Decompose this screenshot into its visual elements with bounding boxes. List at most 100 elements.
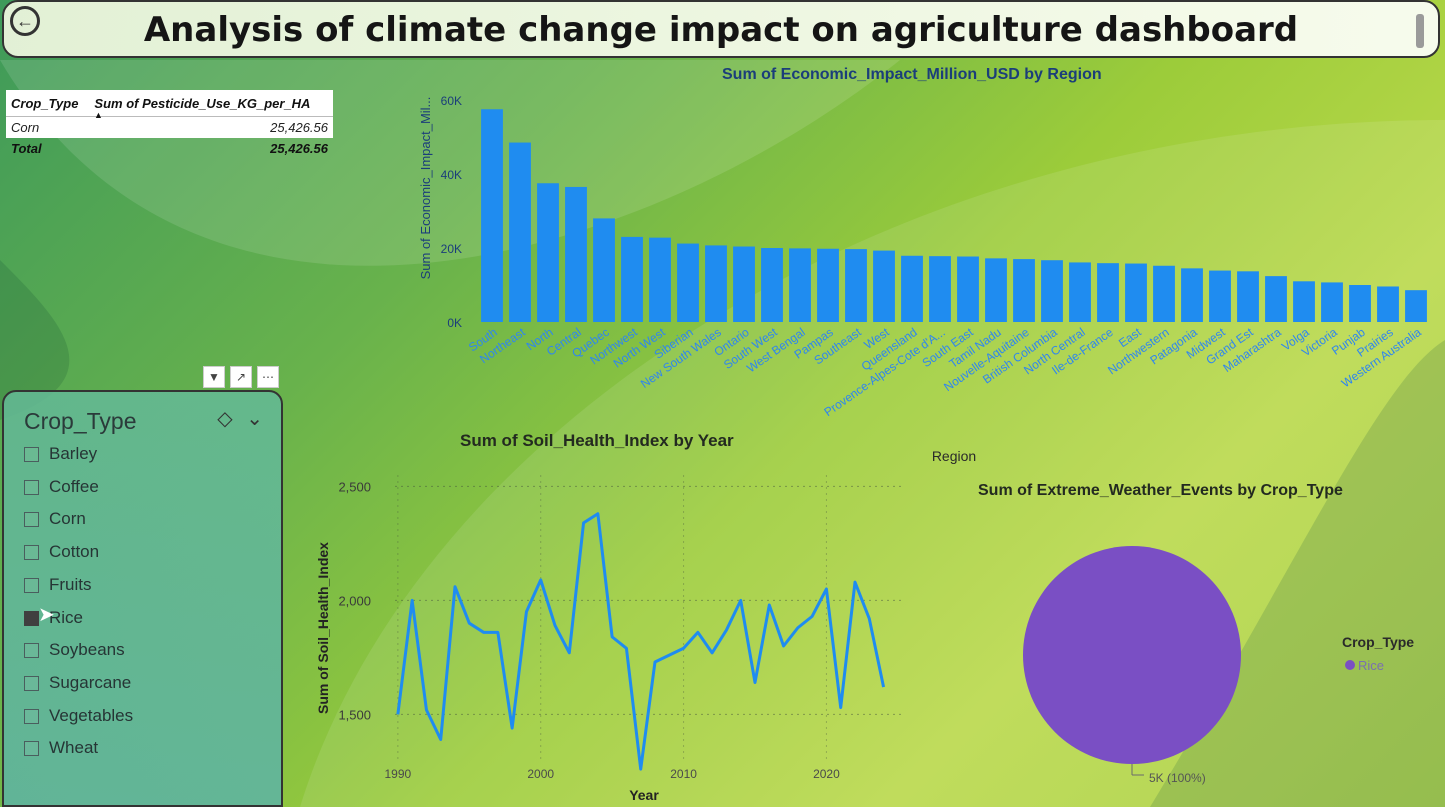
eraser-icon[interactable]: ◇	[217, 408, 233, 430]
bar-33[interactable]	[1405, 290, 1427, 322]
checkbox[interactable]	[24, 610, 39, 626]
line-y-tick: 2,000	[338, 593, 371, 608]
bar-12[interactable]	[817, 248, 839, 322]
slicer-item-label: Corn	[49, 509, 86, 529]
line-x-tick: 1990	[385, 767, 412, 781]
slicer-item-barley[interactable]: Barley	[24, 444, 97, 466]
bar-32[interactable]	[1377, 286, 1399, 322]
scroll-handle[interactable]	[1416, 14, 1424, 48]
slicer-item-cotton[interactable]: Cotton	[24, 542, 99, 564]
soil-health-line-chart: 1,500 2,000 2,500 1990 2000 2010 2020 Sum of So…	[315, 475, 905, 803]
bar-14[interactable]	[873, 250, 895, 322]
bar-y-tick: 20K	[441, 242, 462, 256]
slicer-item-rice[interactable]: Rice	[24, 608, 83, 630]
bar-23[interactable]	[1125, 263, 1147, 322]
slicer-item-corn[interactable]: Corn	[24, 509, 86, 531]
bar-28[interactable]	[1265, 276, 1287, 322]
line-series[interactable]	[396, 512, 886, 771]
slicer-item-label: Wheat	[49, 738, 99, 758]
table-total-value: 25,426.56	[270, 141, 328, 156]
chevron-down-icon[interactable]: ⌄	[246, 408, 263, 430]
bar-y-tick: 0K	[447, 316, 462, 330]
bar-9[interactable]	[733, 246, 755, 322]
arrow-left-icon: ←	[16, 11, 34, 31]
slicer-item-vegetables[interactable]: Vegetables	[24, 706, 133, 728]
checkbox[interactable]	[24, 512, 39, 528]
economic-impact-bar-chart: Sum of Economic_Impact_Mil... 0K 20K 40K 60K…	[418, 94, 1427, 464]
bar-21[interactable]	[1069, 262, 1091, 322]
checkbox[interactable]	[24, 741, 39, 757]
checkbox[interactable]	[24, 577, 39, 593]
checkbox[interactable]	[24, 643, 39, 659]
slicer-item-soybeans[interactable]: Soybeans	[24, 640, 125, 662]
pie-legend-item[interactable]: Rice	[1358, 658, 1384, 673]
bar-22[interactable]	[1097, 263, 1119, 322]
slicer-item-fruits[interactable]: Fruits	[24, 575, 92, 597]
bar-17[interactable]	[957, 256, 979, 322]
slicer-item-sugarcane[interactable]: Sugarcane	[24, 673, 131, 695]
page-title: Analysis of climate change impact on agr…	[143, 10, 1299, 50]
bar-26[interactable]	[1209, 270, 1231, 322]
pie-chart-title: Sum of Extreme_Weather_Events by Crop_Ty…	[978, 482, 1343, 499]
visual-toolbar: ▼ ↗ ⋯	[203, 366, 279, 388]
bar-24[interactable]	[1153, 265, 1175, 322]
back-button[interactable]: ←	[10, 6, 40, 36]
line-chart-title: Sum of Soil_Health_Index by Year	[460, 431, 734, 450]
focus-mode-icon[interactable]: ↗	[230, 366, 252, 388]
checkbox[interactable]	[24, 675, 39, 691]
title-bar: ← Analysis of climate change impact on a…	[2, 0, 1440, 58]
bar-19[interactable]	[1013, 259, 1035, 322]
bar-8[interactable]	[705, 245, 727, 322]
bar-16[interactable]	[929, 256, 951, 322]
table-row[interactable]: Corn 25,426.56	[6, 116, 333, 138]
bar-29[interactable]	[1293, 281, 1315, 322]
pie-slice-rice[interactable]	[1023, 546, 1241, 764]
bar-chart-title: Sum of Economic_Impact_Million_USD by Re…	[722, 66, 1102, 83]
bar-0[interactable]	[481, 109, 503, 322]
pesticide-table: Crop_Type Sum of Pesticide_Use_KG_per_HA…	[6, 90, 333, 159]
bar-2[interactable]	[537, 183, 559, 322]
bar-4[interactable]	[593, 218, 615, 322]
bar-20[interactable]	[1041, 260, 1063, 322]
bar-3[interactable]	[565, 186, 587, 322]
checkbox[interactable]	[24, 479, 39, 495]
column-header-pesticide[interactable]: Sum of Pesticide_Use_KG_per_HA	[89, 90, 333, 117]
checkbox[interactable]	[24, 708, 39, 724]
more-options-icon[interactable]: ⋯	[257, 366, 279, 388]
filter-icon[interactable]: ▼	[203, 366, 225, 388]
bar-30[interactable]	[1321, 282, 1343, 322]
slicer-item-coffee[interactable]: Coffee	[24, 477, 99, 499]
table-total-row: Total 25,426.56	[6, 138, 333, 159]
slicer-header-icons: ◇ ⌄	[217, 406, 263, 431]
checkbox[interactable]	[24, 545, 39, 561]
checkbox[interactable]	[24, 447, 39, 463]
bar-5[interactable]	[621, 236, 643, 322]
line-y-axis-label: Sum of Soil_Health_Index	[315, 542, 331, 714]
bar-25[interactable]	[1181, 268, 1203, 322]
slicer-item-label: Soybeans	[49, 640, 125, 660]
line-y-tick: 2,500	[338, 479, 371, 494]
bar-18[interactable]	[985, 258, 1007, 322]
bar-11[interactable]	[789, 248, 811, 322]
slicer-item-wheat[interactable]: Wheat	[24, 738, 98, 760]
extreme-weather-pie-chart: 5K (100%) Crop_Type Rice	[1023, 546, 1414, 785]
sort-ascending-icon[interactable]: ▲	[94, 110, 103, 120]
bar-13[interactable]	[845, 249, 867, 322]
slicer-item-label: Fruits	[49, 574, 92, 594]
bar-y-axis-label: Sum of Economic_Impact_Mil...	[418, 97, 433, 280]
pie-legend-title: Crop_Type	[1342, 634, 1414, 650]
column-header-crop-type[interactable]: Crop_Type	[6, 90, 90, 117]
line-x-tick: 2020	[813, 767, 840, 781]
slicer-item-label: Sugarcane	[49, 672, 132, 692]
crop-type-slicer: Crop_Type ◇ ⌄ Barley Coffee Corn Cotton Frui…	[2, 390, 283, 807]
bar-10[interactable]	[761, 248, 783, 322]
bar-31[interactable]	[1349, 285, 1371, 322]
bar-7[interactable]	[677, 243, 699, 322]
bar-15[interactable]	[901, 255, 923, 322]
table-cell-value: 25,426.56	[89, 116, 333, 138]
table-total-label: Total	[11, 141, 42, 156]
line-x-tick: 2010	[670, 767, 697, 781]
bar-6[interactable]	[649, 237, 671, 322]
bar-27[interactable]	[1237, 271, 1259, 322]
bar-1[interactable]	[509, 142, 531, 322]
